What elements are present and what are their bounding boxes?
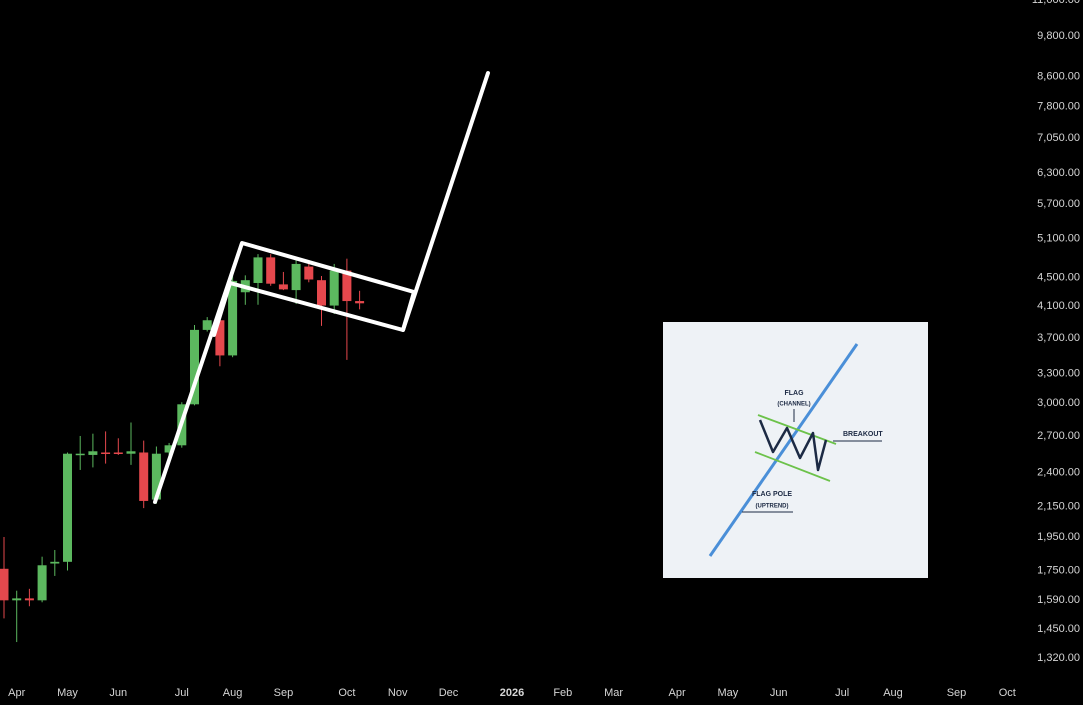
- y-tick-label: 1,750.00: [1037, 564, 1080, 576]
- x-tick-label: Jul: [835, 687, 849, 699]
- candle-body: [329, 270, 339, 306]
- y-tick-label: 3,300.00: [1037, 368, 1080, 380]
- y-tick-label: 1,590.00: [1037, 594, 1080, 606]
- candle-body: [12, 598, 22, 601]
- inset-label: (UPTREND): [756, 504, 789, 510]
- candle-body: [304, 266, 314, 280]
- inset-channel-top: [757, 414, 837, 445]
- inset-label: FLAG POLE: [752, 491, 792, 498]
- candle-body: [50, 561, 60, 564]
- inset-label: BREAKOUT: [843, 431, 883, 438]
- candle-body: [355, 301, 365, 304]
- inset-channel-bottom: [754, 451, 831, 482]
- flag-overlay: [153, 71, 490, 504]
- y-tick-label: 11,000.00: [1032, 0, 1080, 6]
- x-tick-label: Apr: [8, 687, 25, 699]
- candle-body: [101, 452, 111, 454]
- inset-label: FLAG: [784, 390, 804, 397]
- candle-body: [228, 280, 238, 356]
- y-tick-label: 2,150.00: [1037, 501, 1080, 513]
- x-tick-label: Oct: [999, 687, 1016, 699]
- y-tick-label: 4,500.00: [1037, 271, 1080, 283]
- candle-body: [113, 452, 123, 454]
- x-tick-label: Nov: [388, 687, 408, 699]
- y-tick-label: 3,000.00: [1037, 397, 1080, 409]
- candle-body: [63, 453, 72, 562]
- x-tick-label: 2026: [500, 687, 524, 699]
- y-tick-label: 2,700.00: [1037, 430, 1080, 442]
- candle-body: [0, 568, 9, 601]
- candle-body: [342, 270, 352, 302]
- y-tick-label: 1,320.00: [1037, 652, 1080, 664]
- y-tick-label: 3,700.00: [1037, 332, 1080, 344]
- x-tick-label: Mar: [604, 687, 623, 699]
- y-tick-label: 2,400.00: [1037, 466, 1080, 478]
- y-tick-label: 4,100.00: [1037, 300, 1080, 312]
- breakout-line: [401, 71, 490, 332]
- x-tick-label: Jun: [109, 687, 127, 699]
- inset-diagram: FLAG (CHANNEL) BREAKOUT FLAG POLE (UPTRE…: [663, 322, 928, 578]
- candle-body: [139, 452, 149, 501]
- candle-body: [24, 598, 34, 601]
- inset-flag: [758, 419, 828, 472]
- x-tick-label: Aug: [883, 687, 903, 699]
- candle-body: [202, 320, 212, 330]
- y-tick-label: 7,050.00: [1037, 132, 1080, 144]
- candle-body: [151, 453, 161, 500]
- candle-body: [126, 451, 136, 454]
- x-tick-label: Feb: [553, 687, 572, 699]
- x-tick-label: Jul: [175, 687, 189, 699]
- candle-body: [75, 453, 85, 456]
- y-tick-label: 8,600.00: [1037, 70, 1080, 82]
- candle-body: [278, 284, 288, 290]
- inset-pole: [708, 343, 859, 557]
- x-tick-label: Aug: [223, 687, 243, 699]
- x-tick-label: Sep: [274, 687, 294, 699]
- y-tick-label: 6,300.00: [1037, 167, 1080, 179]
- candle-body: [291, 263, 301, 291]
- x-tick-label: Dec: [439, 687, 459, 699]
- x-tick-label: Sep: [947, 687, 967, 699]
- y-tick-label: 9,800.00: [1037, 30, 1080, 42]
- y-tick-label: 5,100.00: [1037, 232, 1080, 244]
- x-tick-label: Jun: [770, 687, 788, 699]
- candle-body: [88, 451, 98, 455]
- inset-label: (CHANNEL): [777, 402, 810, 408]
- candle-body: [215, 320, 225, 356]
- y-tick-label: 5,700.00: [1037, 198, 1080, 210]
- candle-body: [253, 257, 263, 283]
- x-tick-label: May: [57, 687, 78, 699]
- candle-body: [266, 257, 276, 284]
- x-tick-label: May: [718, 687, 739, 699]
- candle-body: [317, 280, 326, 306]
- x-tick-label: Apr: [669, 687, 686, 699]
- candle-body: [164, 445, 174, 453]
- y-tick-label: 7,800.00: [1037, 101, 1080, 113]
- x-tick-label: Oct: [338, 687, 355, 699]
- y-tick-label: 1,950.00: [1037, 531, 1080, 543]
- candle-body: [37, 565, 47, 601]
- candle-body: [190, 329, 199, 405]
- y-tick-label: 1,450.00: [1037, 623, 1080, 635]
